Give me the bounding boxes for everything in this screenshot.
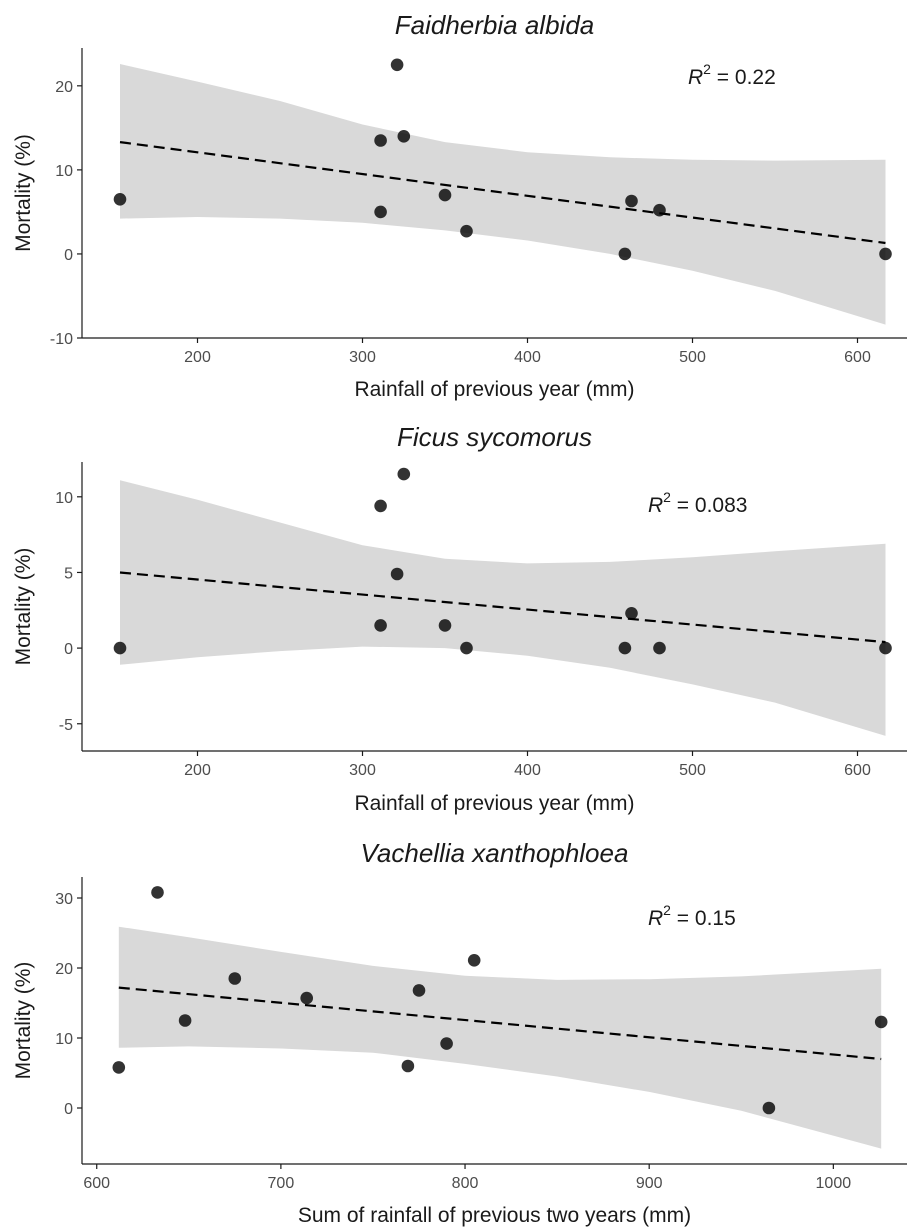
x-tick-label: 500	[679, 762, 706, 779]
regression-line	[119, 571, 886, 644]
y-axis-label: Mortality (%)	[12, 548, 35, 666]
panel-2: 200 300 400 500 600 -5 0 5 10 Ficus sycomorus Rain…	[12, 422, 907, 815]
x-axis-label: Sum of rainfall of previous two years (m…	[298, 1204, 691, 1227]
data-point	[112, 1061, 126, 1074]
panel-1: 200 300 400 500 600 -10 0 10 20 Faidherbia albida…	[12, 10, 907, 401]
confidence-band	[120, 64, 886, 325]
data-point	[467, 954, 481, 967]
data-point	[460, 224, 473, 238]
data-point	[151, 886, 164, 899]
y-tick-label: 10	[55, 163, 73, 180]
x-tick-label: 500	[679, 349, 706, 366]
data-point	[653, 641, 666, 655]
x-tick-label: 200	[184, 349, 211, 366]
x-axis-label: Rainfall of previous year (mm)	[354, 378, 634, 401]
data-point	[618, 641, 632, 655]
data-point	[412, 984, 426, 997]
y-axis-label: Mortality (%)	[12, 134, 35, 252]
data-point	[374, 619, 387, 632]
x-tick-label: 300	[349, 349, 376, 366]
regression-line	[119, 141, 886, 245]
regression-line	[118, 986, 882, 1061]
confidence-band	[118, 926, 882, 1149]
x-axis-label: Rainfall of previous year (mm)	[354, 792, 634, 815]
data-point	[653, 203, 666, 217]
data-point	[397, 130, 411, 143]
data-point	[374, 499, 387, 513]
y-tick-label: -10	[50, 331, 73, 348]
data-point	[228, 972, 242, 985]
data-point	[113, 641, 127, 655]
data-point	[113, 193, 127, 206]
y-tick-label: 0	[64, 641, 73, 658]
x-tick-label: 200	[184, 762, 211, 779]
data-point	[762, 1101, 776, 1115]
chart-title: Faidherbia albida	[395, 10, 594, 40]
x-tick-label: 600	[844, 349, 871, 366]
r-squared-annotation: R2 = 0.15	[648, 902, 736, 930]
data-point	[300, 991, 314, 1005]
x-tick-label: 400	[514, 762, 541, 779]
y-tick-label: 10	[55, 490, 73, 507]
data-point	[397, 467, 411, 481]
data-point	[438, 188, 452, 202]
data-point	[879, 641, 892, 655]
y-tick-label: 5	[64, 565, 73, 582]
x-tick-label: 600	[844, 762, 871, 779]
data-point	[879, 247, 892, 261]
y-tick-label: 20	[55, 961, 73, 978]
data-point	[178, 1014, 192, 1027]
data-point	[390, 58, 404, 72]
x-tick-label: 400	[514, 349, 541, 366]
data-point	[438, 619, 452, 632]
x-tick-label: 1000	[816, 1175, 852, 1192]
data-point	[460, 641, 473, 655]
data-point	[374, 134, 387, 147]
data-point	[440, 1037, 453, 1050]
data-point	[625, 194, 638, 208]
data-point	[625, 607, 638, 620]
x-tick-label: 800	[452, 1175, 479, 1192]
data-point	[390, 567, 404, 581]
data-point	[374, 205, 387, 219]
x-tick-label: 300	[349, 762, 376, 779]
chart-title: Vachellia xanthophloea	[361, 838, 629, 868]
data-point	[874, 1015, 888, 1029]
y-tick-label: 20	[55, 79, 73, 96]
r-squared-annotation: R2 = 0.22	[688, 61, 776, 89]
y-axis-label: Mortality (%)	[12, 962, 35, 1080]
y-tick-label: -5	[59, 717, 73, 734]
r-squared-annotation: R2 = 0.083	[648, 489, 747, 517]
y-tick-label: 0	[64, 247, 73, 264]
y-tick-label: 10	[55, 1031, 73, 1048]
panel-3: 600 700 800 900 1000 0 10 20 30 Vachellia xanthop…	[12, 838, 907, 1227]
x-tick-label: 600	[83, 1175, 110, 1192]
y-tick-label: 0	[64, 1101, 73, 1118]
x-tick-label: 900	[636, 1175, 663, 1192]
data-point	[618, 247, 632, 261]
y-tick-label: 30	[55, 891, 73, 908]
data-point	[401, 1059, 415, 1073]
chart-title: Ficus sycomorus	[397, 422, 592, 452]
x-tick-label: 700	[268, 1175, 295, 1192]
